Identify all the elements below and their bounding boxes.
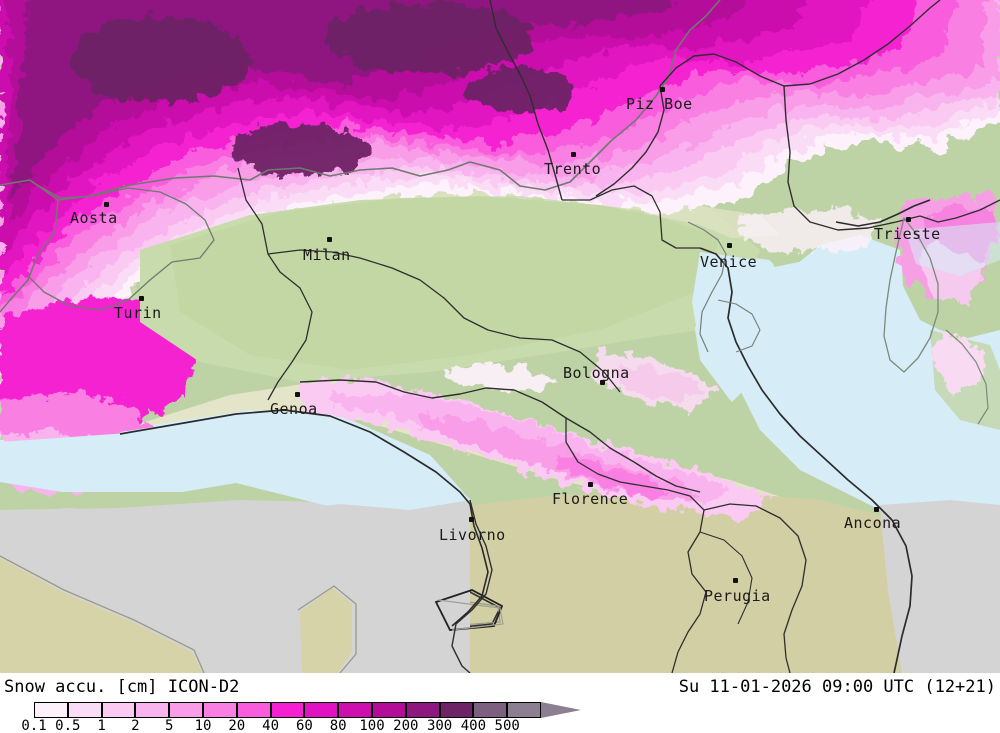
city-dot-florence — [588, 482, 593, 487]
colorbar-segment-100[interactable] — [372, 702, 406, 718]
city-label-turin: Turin — [114, 304, 162, 322]
city-label-perugia: Perugia — [704, 587, 771, 605]
colorbar-tick-200: 200 — [393, 718, 419, 733]
colorbar-segment-0.1[interactable] — [34, 702, 68, 718]
city-label-bologna: Bologna — [563, 364, 630, 382]
colorbar-segment-500[interactable] — [507, 702, 541, 718]
city-label-florence: Florence — [552, 490, 629, 508]
city-dot-bologna — [600, 380, 605, 385]
colorbar-segment-10[interactable] — [203, 702, 237, 718]
colorbar-segment-80[interactable] — [338, 702, 372, 718]
city-label-ancona: Ancona — [844, 514, 902, 532]
city-label-livorno: Livorno — [439, 526, 506, 544]
city-dot-ancona — [874, 507, 879, 512]
city-dot-perugia — [733, 578, 738, 583]
city-label-aosta: Aosta — [70, 209, 118, 227]
city-label-genoa: Genoa — [270, 400, 318, 418]
colorbar-tick-300: 300 — [426, 718, 453, 733]
colorbar-tick-80: 80 — [329, 718, 347, 733]
city-label-trento: Trento — [544, 160, 602, 178]
run-valid-time: Su 11-01-2026 09:00 UTC (12+21) — [678, 677, 996, 697]
city-label-venice: Venice — [700, 253, 758, 271]
map-canvas[interactable]: Aosta Turin Milan Genoa Trento Piz Boe — [0, 0, 1000, 673]
colorbar-tick-100: 100 — [359, 718, 385, 733]
colorbar-tick-60: 60 — [295, 718, 313, 733]
colorbar-segment-0.5[interactable] — [67, 702, 102, 718]
city-dot-piz-boe — [660, 87, 665, 92]
colorbar-tick-20: 20 — [228, 718, 246, 733]
colorbar-segment-1[interactable] — [101, 702, 136, 718]
colorbar-tick-1: 1 — [97, 718, 106, 733]
city-dot-milan — [327, 237, 332, 242]
city-dot-aosta — [104, 202, 109, 207]
colorbar-tick-400: 400 — [460, 718, 487, 733]
snow-accumulation-field — [0, 0, 1000, 520]
colorbar-tick-10: 10 — [194, 718, 212, 733]
colorbar-tick-500: 500 — [494, 718, 520, 733]
colorbar-segment-2[interactable] — [135, 702, 170, 718]
colorbar-segment-300[interactable] — [439, 702, 474, 718]
colorbar-extend-arrow — [541, 702, 581, 718]
map-svg — [0, 0, 1000, 673]
city-dot-trento — [571, 152, 576, 157]
colorbar-tick-2: 2 — [131, 718, 140, 733]
city-dot-trieste — [906, 217, 911, 222]
colorbar-segment-40[interactable] — [270, 702, 305, 718]
snow-free-plain — [140, 196, 760, 382]
city-dot-venice — [727, 243, 732, 248]
colorbar-tick-40: 40 — [262, 718, 280, 733]
city-label-piz-boe: Piz Boe — [626, 95, 693, 113]
colorbar-tick-0.5: 0.5 — [55, 718, 81, 733]
city-dot-turin — [139, 296, 144, 301]
colorbar-segment-200[interactable] — [405, 702, 440, 718]
city-label-milan: Milan — [303, 246, 351, 264]
city-dot-livorno — [469, 517, 474, 522]
colorbar[interactable] — [34, 702, 541, 718]
colorbar-segment-400[interactable] — [473, 702, 508, 718]
coastline-layer — [119, 199, 989, 673]
borders-layer — [0, 0, 1000, 673]
city-dot-genoa — [295, 392, 300, 397]
colorbar-segment-60[interactable] — [304, 702, 339, 718]
city-label-trieste: Trieste — [874, 225, 941, 243]
colorbar-segment-5[interactable] — [169, 702, 203, 718]
colorbar-tick-5: 5 — [164, 718, 174, 733]
colorbar-tick-0.1: 0.1 — [21, 718, 47, 733]
colorbar-segment-20[interactable] — [236, 702, 271, 718]
domain-boundary-grey — [0, 500, 1000, 673]
product-title: Snow accu. [cm] ICON-D2 — [4, 677, 240, 697]
